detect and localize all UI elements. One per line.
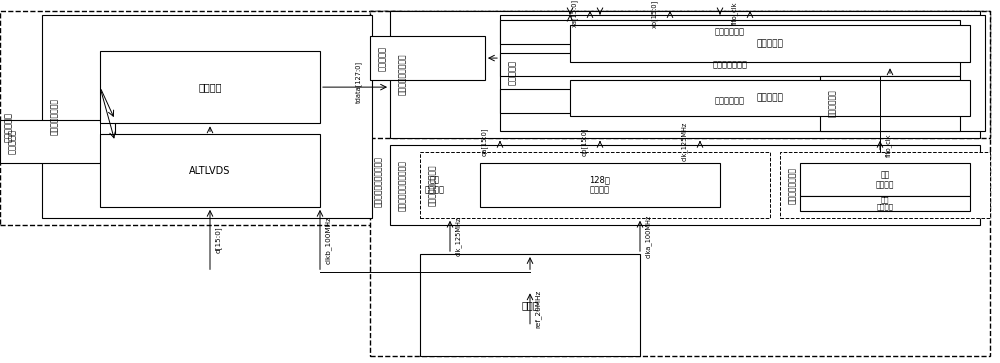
- Text: 复位信号产生: 复位信号产生: [828, 90, 836, 117]
- Text: ALTLVDS: ALTLVDS: [189, 166, 231, 176]
- Text: 128路
数据重组: 128路 数据重组: [590, 175, 610, 195]
- Text: 像素点读取: 像素点读取: [757, 94, 783, 102]
- Bar: [42, 15, 372, 218]
- Bar: [370, 11, 990, 138]
- Bar: [0, 120, 115, 163]
- Text: 像素点生成: 像素点生成: [508, 60, 516, 85]
- Text: 地址解码模块: 地址解码模块: [715, 96, 745, 105]
- Text: 采样点等效压缩模块: 采样点等效压缩模块: [398, 54, 406, 95]
- Text: 像素点存储: 像素点存储: [378, 46, 386, 70]
- Text: 数据采集模块: 数据采集模块: [3, 112, 12, 142]
- Text: 高速数据采集模块: 高速数据采集模块: [50, 98, 59, 135]
- Text: qb[15:0]: qb[15:0]: [581, 127, 588, 156]
- Bar: [570, 80, 970, 116]
- Bar: [0, 11, 400, 225]
- Text: 采样点与像素点转换模块: 采样点与像素点转换模块: [398, 160, 406, 211]
- Text: qa[15:0]: qa[15:0]: [481, 127, 488, 156]
- Text: 串并转换: 串并转换: [198, 82, 222, 92]
- Text: ref_20MHz: ref_20MHz: [535, 289, 542, 328]
- Bar: [390, 11, 980, 138]
- Bar: [500, 53, 960, 76]
- Bar: [500, 20, 960, 44]
- Bar: [370, 36, 485, 80]
- Text: 同步
压缩模块: 同步 压缩模块: [425, 175, 445, 195]
- Text: 像素点写入: 像素点写入: [757, 39, 783, 48]
- Text: tdata[127:0]: tdata[127:0]: [355, 61, 362, 103]
- Bar: [800, 163, 970, 196]
- Bar: [570, 25, 970, 62]
- Text: 时钟
选择输出: 时钟 选择输出: [876, 170, 894, 189]
- Bar: [480, 163, 720, 207]
- Text: fifo_clk: fifo_clk: [885, 134, 892, 157]
- Text: d[15:0]: d[15:0]: [215, 226, 222, 253]
- Text: 采样点与像素点转换模块: 采样点与像素点转换模块: [374, 156, 382, 207]
- Bar: [100, 51, 320, 123]
- Text: xa[15:0]: xa[15:0]: [571, 0, 578, 28]
- Bar: [390, 145, 980, 225]
- Text: clk_125MHz: clk_125MHz: [681, 122, 688, 161]
- Text: xb[15:0]: xb[15:0]: [651, 0, 658, 28]
- Text: 采样点存储: 采样点存储: [7, 129, 16, 154]
- Bar: [820, 76, 960, 131]
- Bar: [420, 254, 640, 356]
- Bar: [800, 196, 970, 211]
- Text: clkb_100MHz: clkb_100MHz: [325, 216, 332, 264]
- Text: clka_100MHz: clka_100MHz: [645, 214, 652, 258]
- Text: 采样点选择采样: 采样点选择采样: [712, 60, 748, 69]
- Text: 锁相环: 锁相环: [521, 300, 539, 310]
- Bar: [500, 89, 960, 113]
- Bar: [420, 152, 770, 218]
- Text: 采样点同步压缩模块: 采样点同步压缩模块: [428, 164, 436, 206]
- Text: 等效时钟产生模块: 等效时钟产生模块: [788, 167, 796, 204]
- Text: clk_125MHz: clk_125MHz: [455, 216, 462, 256]
- Bar: [780, 152, 990, 218]
- Text: 采样点存储器: 采样点存储器: [715, 27, 745, 36]
- Bar: [100, 134, 320, 207]
- Text: 时钟
分频计算: 时钟 分频计算: [876, 196, 894, 211]
- Text: fifo_clk: fifo_clk: [731, 2, 738, 25]
- Bar: [370, 11, 990, 356]
- Bar: [500, 15, 985, 131]
